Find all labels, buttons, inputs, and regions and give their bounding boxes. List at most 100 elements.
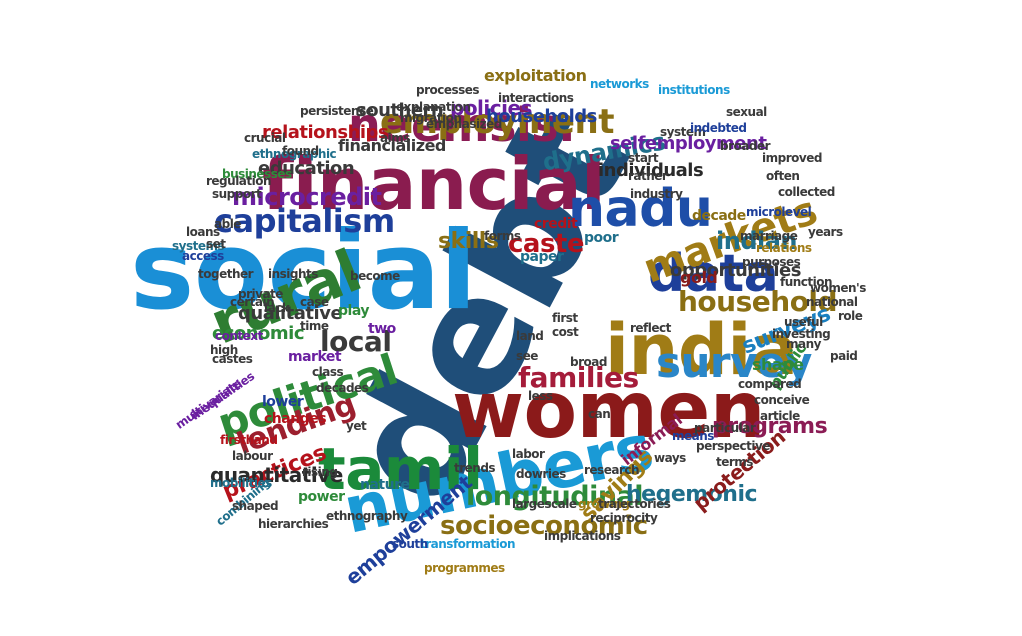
word-institutions: institutions: [658, 83, 730, 97]
word-social: social: [130, 209, 477, 334]
word-improved: improved: [762, 151, 822, 165]
word-policies: policies: [450, 96, 532, 120]
word-selfemployment: selfemployment: [610, 133, 767, 154]
word-individuals: individuals: [598, 160, 704, 181]
word-certain: certain: [230, 295, 275, 309]
word-implications: implications: [544, 529, 621, 543]
word-means: means: [672, 429, 714, 443]
word-aims: aims: [380, 131, 410, 145]
word-socioeconomic: socioeconomic: [440, 511, 648, 541]
word-conceive: conceive: [754, 393, 810, 407]
word-castes: castes: [212, 352, 253, 366]
word-rather: rather: [628, 169, 668, 183]
word-women: women: [452, 366, 765, 456]
word-market: market: [288, 349, 342, 365]
word-exploitation: exploitation: [484, 66, 587, 85]
word-can: can: [588, 407, 611, 421]
word-local: local: [320, 325, 392, 358]
word-firsthand: firsthand: [220, 433, 278, 447]
word-shape: shape: [752, 355, 804, 374]
word-broader: broader: [720, 139, 771, 153]
word-interactions: interactions: [498, 91, 574, 105]
word-land: land: [516, 329, 544, 343]
word-indian: indian: [716, 227, 798, 255]
word-two: two: [368, 321, 396, 337]
word-system: system: [660, 125, 706, 139]
word-yet: yet: [346, 419, 367, 433]
word-decade: decade: [692, 208, 746, 224]
word-education: education: [258, 158, 355, 179]
word-explanation: explanation: [396, 100, 471, 114]
word-set: set: [206, 237, 226, 251]
word-function: function: [780, 275, 833, 289]
word-labour: labour: [232, 449, 273, 463]
word-useful: useful: [784, 315, 823, 329]
word-dowries: dowries: [516, 467, 566, 481]
word-financialized: financialized: [338, 136, 446, 155]
word-nadu: nadu: [568, 179, 713, 239]
word-marriage: marriage: [740, 229, 798, 243]
word-emphasized: emphasized: [426, 117, 502, 131]
word-many: many: [786, 337, 821, 351]
word-access: access: [182, 249, 224, 263]
word-years: years: [808, 225, 843, 239]
word-capitalism: capitalism: [214, 202, 395, 240]
word-decades: decades: [316, 381, 369, 395]
word-relations: relations: [756, 241, 812, 255]
word-household: household: [678, 285, 838, 318]
word-context: context: [215, 329, 263, 343]
word-industry: industry: [630, 187, 683, 201]
word-economic: economic: [212, 323, 305, 344]
word-systems: systems: [172, 239, 225, 253]
word-financial: financial: [262, 142, 606, 226]
word-paid: paid: [830, 349, 858, 363]
word-play: play: [338, 303, 369, 319]
word-networks: networks: [590, 77, 649, 91]
word-often: often: [766, 169, 800, 183]
word-poor: poor: [584, 230, 619, 246]
word-collected: collected: [778, 185, 835, 199]
word-labor: labor: [512, 447, 545, 461]
word-broad: broad: [570, 355, 607, 369]
word-womens: women's: [810, 281, 866, 295]
word-national: national: [806, 295, 858, 309]
word-hierarchies: hierarchies: [258, 517, 329, 531]
word-ethnographic: ethnographic: [252, 147, 337, 161]
word-investing: investing: [772, 327, 831, 341]
word-rising: rising: [302, 465, 338, 479]
word-see: see: [516, 349, 538, 363]
word-microcredit: microcredit: [232, 183, 382, 211]
word-private: private: [238, 287, 283, 301]
word-terms: terms: [716, 455, 753, 469]
word-less: less: [528, 389, 553, 403]
word-mobilities: mobilities: [210, 476, 272, 490]
word-article: article: [760, 409, 800, 423]
word-together: together: [198, 267, 254, 281]
word-ways: ways: [654, 451, 686, 465]
word-caste: caste: [508, 229, 585, 259]
word-able: able: [214, 217, 241, 231]
word-lack: lack: [264, 301, 290, 315]
word-forms: forms: [484, 229, 521, 243]
word-trends: trends: [454, 461, 496, 475]
word-families: families: [518, 361, 639, 394]
word-nature: nature: [360, 477, 410, 493]
word-neemsis: neemsis.: [348, 98, 576, 152]
word-insights: insights: [268, 267, 318, 281]
word-trajectories: trajectories: [598, 497, 671, 511]
word-data: data: [648, 244, 779, 304]
word-class: class: [312, 365, 344, 379]
word-longitudinal: longitudinal: [466, 481, 644, 512]
word-tamil: tamil: [318, 435, 483, 503]
word-purposes: purposes: [742, 255, 801, 269]
word-southern: southern: [356, 100, 444, 121]
word-quantitative: quantitative: [210, 463, 343, 487]
word-credit: credit: [534, 216, 578, 232]
word-employment: employment: [380, 102, 614, 142]
word-hegemonic: hegemonic: [626, 482, 758, 507]
word-persistence: persistence: [300, 104, 374, 118]
word-start: start: [628, 151, 659, 165]
word-power: power: [298, 489, 345, 505]
word-indebted: indebted: [690, 121, 747, 135]
